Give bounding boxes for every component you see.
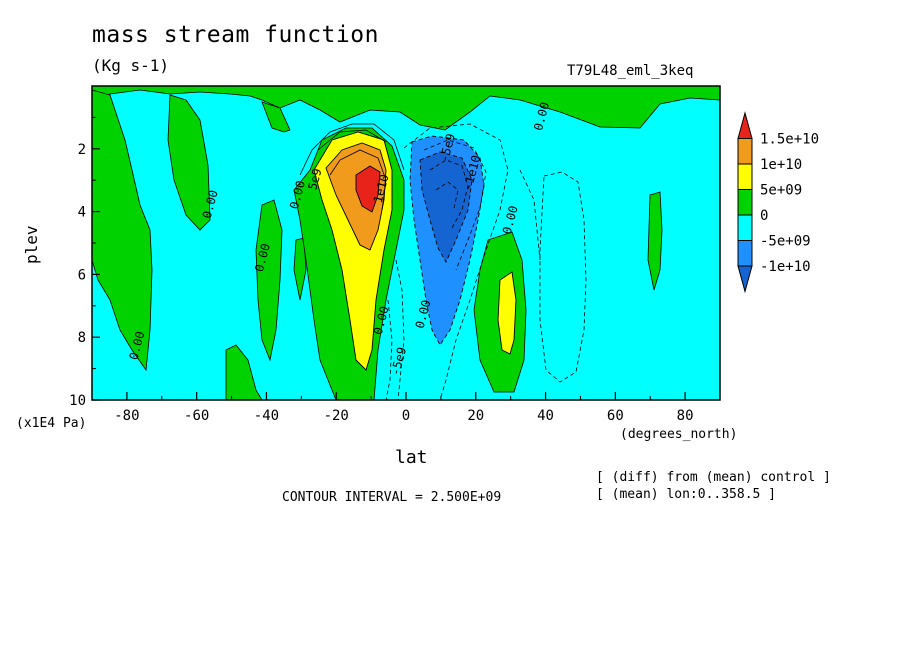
contour-lines (299, 123, 405, 211)
negative-core (419, 151, 473, 263)
colorbar: 1.5e+10 1e+10 5e+09 0 -5e+09 -1e+10 (737, 111, 819, 294)
colorbar-level-label: 0 (760, 208, 768, 224)
x-tick-label: 80 (677, 408, 694, 424)
x-tick-label: -60 (184, 408, 209, 424)
colorbar-level-label: 1.5e+10 (760, 132, 819, 148)
diff-note: [ (diff) from (mean) control ] (596, 470, 831, 485)
y-axis: 2 4 6 8 10 (69, 116, 100, 409)
x-axis: -80 -60 -40 -20 0 20 40 60 80 (91, 392, 721, 424)
subtropic-region (167, 94, 211, 231)
x-tick-label: 40 (537, 408, 554, 424)
contour-interval: CONTOUR INTERVAL = 2.500E+09 (282, 490, 502, 505)
x-tick-label: -40 (254, 408, 279, 424)
contour-label: 5e9 (305, 167, 324, 192)
x-tick-label: 20 (467, 408, 484, 424)
y-tick-label: 10 (69, 393, 86, 409)
colorbar-swatch (737, 214, 753, 241)
y-axis-units: (x1E4 Pa) (16, 416, 87, 431)
chart-units: (Kg s-1) (92, 56, 170, 75)
x-axis-units: (degrees_north) (620, 427, 738, 442)
y-tick-label: 2 (78, 142, 86, 158)
low-region-1 (225, 344, 263, 400)
colorbar-bottom-arrow (737, 265, 753, 294)
x-tick-label: -20 (324, 408, 349, 424)
x-tick-label: -80 (114, 408, 139, 424)
x-tick-label: 0 (402, 408, 410, 424)
x-tick-label: 60 (607, 408, 624, 424)
colorbar-swatch (737, 163, 753, 190)
west-region (92, 89, 153, 372)
y-tick-label: 8 (78, 330, 86, 346)
chart-title: mass stream function (92, 22, 379, 48)
y-tick-label: 6 (78, 267, 86, 283)
yellow-east-core (497, 271, 517, 355)
y-tick-label: 4 (78, 205, 86, 221)
mean-note: [ (mean) lon:0..358.5 ] (596, 487, 777, 502)
colorbar-level-label: -1e+10 (760, 259, 811, 275)
negative-contour-lines (385, 123, 587, 400)
colorbar-swatch (737, 138, 753, 165)
mid-region (255, 199, 283, 362)
colorbar-top-arrow (737, 111, 753, 139)
north-region (647, 191, 663, 291)
x-axis-label: lat (395, 447, 428, 468)
colorbar-level-label: -5e+09 (760, 234, 811, 250)
top-band-region (92, 86, 720, 131)
colorbar-swatch (737, 189, 753, 216)
small-top-region (261, 101, 291, 133)
colorbar-level-label: 1e+10 (760, 157, 802, 173)
run-name: T79L48_eml_3keq (567, 63, 694, 79)
red-core (355, 165, 381, 213)
colorbar-level-label: 5e+09 (760, 183, 802, 199)
colorbar-swatch (737, 240, 753, 267)
